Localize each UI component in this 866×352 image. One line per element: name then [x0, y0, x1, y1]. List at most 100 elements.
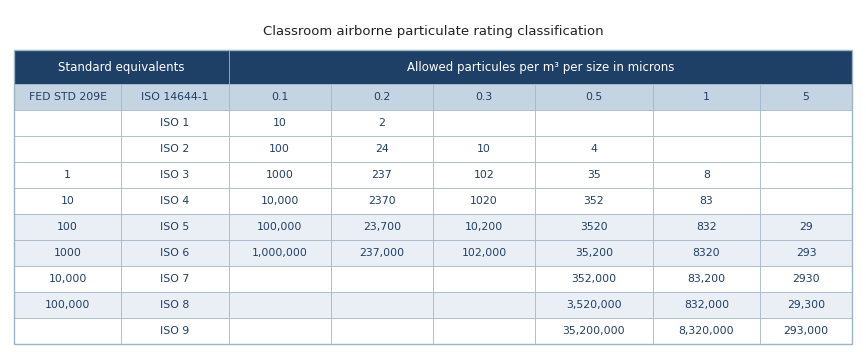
Text: 0.5: 0.5 — [585, 92, 603, 102]
Bar — [535, 318, 653, 344]
Text: 10,000: 10,000 — [48, 274, 87, 284]
Text: FED STD 209E: FED STD 209E — [29, 92, 107, 102]
Text: 352,000: 352,000 — [572, 274, 617, 284]
Bar — [14, 292, 121, 318]
Text: 0.1: 0.1 — [271, 92, 288, 102]
Bar — [760, 318, 852, 344]
Text: 1020: 1020 — [470, 196, 498, 206]
Bar — [121, 110, 229, 136]
Bar — [331, 240, 433, 266]
Text: 832: 832 — [696, 222, 717, 232]
Bar — [229, 84, 331, 110]
Bar — [653, 162, 760, 188]
Bar — [14, 240, 121, 266]
Text: 832,000: 832,000 — [684, 300, 729, 310]
Bar — [229, 188, 331, 214]
Bar — [14, 162, 121, 188]
Bar — [433, 318, 535, 344]
Bar — [14, 214, 121, 240]
Text: 5: 5 — [803, 92, 810, 102]
Bar — [433, 162, 535, 188]
Bar — [653, 84, 760, 110]
Bar — [229, 240, 331, 266]
Bar — [535, 188, 653, 214]
Text: 102: 102 — [474, 170, 494, 180]
Bar — [653, 318, 760, 344]
Text: Standard equivalents: Standard equivalents — [58, 61, 184, 74]
Text: 83: 83 — [700, 196, 714, 206]
Bar — [14, 50, 229, 84]
Text: ISO 5: ISO 5 — [160, 222, 190, 232]
Bar — [535, 240, 653, 266]
Text: 10,000: 10,000 — [261, 196, 299, 206]
Bar — [331, 84, 433, 110]
Text: 29,300: 29,300 — [787, 300, 825, 310]
Text: 237,000: 237,000 — [359, 248, 404, 258]
Bar — [760, 214, 852, 240]
Bar — [121, 162, 229, 188]
Text: 10: 10 — [477, 144, 491, 154]
Text: 100,000: 100,000 — [45, 300, 90, 310]
Text: 23,700: 23,700 — [363, 222, 401, 232]
Bar — [229, 292, 331, 318]
Text: Allowed particules per m³ per size in microns: Allowed particules per m³ per size in mi… — [407, 61, 674, 74]
Bar — [331, 162, 433, 188]
Bar — [331, 188, 433, 214]
Text: 0.2: 0.2 — [373, 92, 391, 102]
Text: ISO 14644-1: ISO 14644-1 — [141, 92, 209, 102]
Bar — [653, 110, 760, 136]
Text: 8: 8 — [703, 170, 710, 180]
Text: 2930: 2930 — [792, 274, 820, 284]
Bar — [653, 214, 760, 240]
Text: 2370: 2370 — [368, 196, 396, 206]
Bar — [121, 240, 229, 266]
Bar — [433, 188, 535, 214]
Bar — [121, 84, 229, 110]
Bar — [653, 240, 760, 266]
Bar — [535, 214, 653, 240]
Bar — [760, 110, 852, 136]
Bar — [331, 266, 433, 292]
Text: 3,520,000: 3,520,000 — [566, 300, 622, 310]
Text: ISO 9: ISO 9 — [160, 326, 190, 336]
Text: 293: 293 — [796, 248, 817, 258]
Bar — [121, 136, 229, 162]
Bar — [121, 266, 229, 292]
Bar — [14, 266, 121, 292]
Text: 293,000: 293,000 — [784, 326, 829, 336]
Bar — [229, 110, 331, 136]
Text: 1: 1 — [703, 92, 710, 102]
Bar — [433, 266, 535, 292]
Text: 352: 352 — [584, 196, 604, 206]
Text: ISO 3: ISO 3 — [160, 170, 190, 180]
Bar — [760, 162, 852, 188]
Text: 4: 4 — [591, 144, 598, 154]
Bar — [229, 50, 852, 84]
Text: 24: 24 — [375, 144, 389, 154]
Text: 102,000: 102,000 — [462, 248, 507, 258]
Bar — [14, 318, 121, 344]
Bar — [433, 240, 535, 266]
Bar — [760, 84, 852, 110]
Bar — [535, 162, 653, 188]
Text: 100: 100 — [269, 144, 290, 154]
Text: 35: 35 — [587, 170, 601, 180]
Bar — [653, 136, 760, 162]
Bar — [433, 292, 535, 318]
Bar — [14, 110, 121, 136]
Bar — [121, 292, 229, 318]
Bar — [331, 110, 433, 136]
Bar — [229, 318, 331, 344]
Bar — [14, 50, 852, 344]
Text: 1,000,000: 1,000,000 — [252, 248, 307, 258]
Bar — [433, 214, 535, 240]
Bar — [760, 136, 852, 162]
Text: 8320: 8320 — [693, 248, 721, 258]
Text: 1000: 1000 — [54, 248, 81, 258]
Text: 10: 10 — [61, 196, 74, 206]
Bar — [229, 266, 331, 292]
Bar — [760, 188, 852, 214]
Bar — [535, 136, 653, 162]
Text: 29: 29 — [799, 222, 813, 232]
Text: 1: 1 — [64, 170, 71, 180]
